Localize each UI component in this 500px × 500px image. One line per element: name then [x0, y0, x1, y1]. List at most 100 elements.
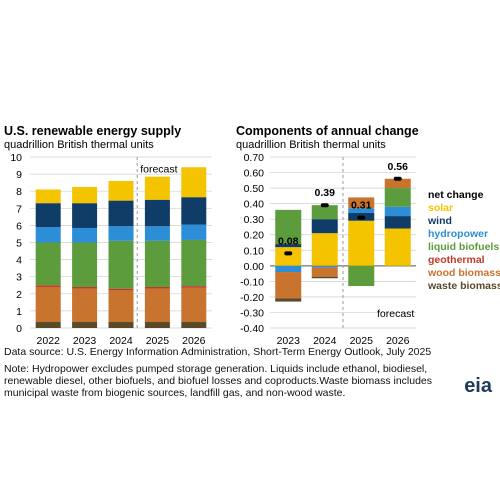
net-change-marker	[284, 251, 293, 256]
left-y-tick-label: 10	[10, 152, 22, 164]
legend-geothermal: geothermal	[428, 254, 485, 266]
left-bar-segment-hydropower	[108, 226, 134, 241]
right-x-tick-label: 2023	[277, 335, 301, 347]
left-bar-segment-wood_biomass	[144, 288, 170, 323]
data-source: Data source: U.S. Energy Information Adm…	[4, 346, 432, 358]
right-y-tick-label: 0.60	[244, 168, 265, 180]
left-forecast-label: forecast	[140, 163, 177, 175]
net-change-label: 0.39	[315, 187, 336, 199]
right-y-tick-label: 0.40	[244, 199, 265, 211]
left-bar-segment-waste_biomass	[72, 322, 98, 328]
right-bar-segment-waste_biomass	[275, 298, 302, 302]
net-change-label: 0.08	[278, 235, 299, 247]
net-change-label: 0.56	[388, 161, 409, 173]
legend-waste_biomass: waste biomass	[427, 280, 500, 292]
right-y-tick-label: 0.70	[244, 152, 265, 164]
net-change-label: 0.31	[351, 200, 372, 212]
left-bar-segment-geothermal	[72, 286, 98, 289]
left-bar-segment-geothermal	[181, 286, 207, 288]
left-bar-segment-wood_biomass	[35, 286, 61, 323]
right-bar-segment-wood_biomass	[348, 197, 375, 209]
left-bar-segment-wood_biomass	[181, 287, 207, 323]
left-y-tick-label: 8	[16, 186, 22, 198]
left-bar-segment-waste_biomass	[35, 322, 61, 328]
left-bar-segment-solar	[108, 180, 134, 201]
note-line-1: Note: Hydropower excludes pumped storage…	[4, 363, 428, 375]
left-bar-segment-wind	[144, 199, 170, 227]
left-bar-segment-solar	[144, 176, 170, 200]
left-bar-segment-hydropower	[181, 224, 207, 240]
right-y-tick-label: -0.20	[240, 292, 264, 304]
left-bar-segment-hydropower	[144, 226, 170, 241]
net-change-marker	[393, 176, 402, 181]
net-change-marker	[320, 203, 329, 208]
left-chart-title: U.S. renewable energy supply	[4, 124, 182, 138]
right-y-tick-label: 0.20	[244, 230, 265, 242]
right-bar-segment-liquid_biofuels	[348, 265, 375, 287]
eia-logo: eia	[464, 375, 492, 397]
left-bar-segment-hydropower	[72, 227, 98, 243]
right-x-tick-label: 2024	[313, 335, 337, 347]
left-y-tick-label: 5	[16, 238, 22, 250]
left-y-tick-label: 7	[16, 203, 22, 215]
left-bar-segment-solar	[35, 189, 61, 204]
legend-wood_biomass: wood biomass	[427, 267, 500, 279]
left-y-tick-label: 2	[16, 289, 22, 301]
left-bar-segment-wood_biomass	[72, 288, 98, 323]
left-x-tick-label: 2025	[146, 335, 170, 347]
left-bar-segment-geothermal	[144, 286, 170, 289]
left-bar-segment-waste_biomass	[144, 322, 170, 328]
right-bar-segment-wind	[384, 216, 411, 229]
left-y-tick-label: 1	[16, 306, 22, 318]
left-bar-segment-wind	[35, 203, 61, 228]
right-bar-segment-liquid_biofuels	[311, 205, 338, 220]
legend-net_change: net change	[428, 189, 484, 201]
right-bar-segment-hydropower	[311, 265, 338, 268]
right-bar-segment-waste_biomass	[311, 276, 338, 279]
left-bar-segment-wind	[108, 200, 134, 227]
right-x-tick-label: 2026	[386, 335, 410, 347]
note-line-2: renewable diesel, other biofuels, and bi…	[4, 375, 433, 387]
right-bar-segment-wind	[311, 219, 338, 234]
left-y-tick-label: 4	[16, 255, 22, 267]
left-bar-segment-liquid_biofuels	[72, 242, 98, 287]
right-bar-segment-hydropower	[275, 265, 302, 273]
right-y-tick-label: -0.30	[240, 307, 264, 319]
left-y-tick-label: 3	[16, 272, 22, 284]
left-x-tick-label: 2026	[182, 335, 206, 347]
right-chart-title: Components of annual change	[236, 124, 419, 138]
left-y-tick-label: 0	[16, 323, 22, 335]
left-bar-segment-liquid_biofuels	[181, 239, 207, 287]
left-y-tick-label: 9	[16, 169, 22, 181]
right-y-tick-label: 0.30	[244, 214, 265, 226]
left-bar-segment-liquid_biofuels	[144, 240, 170, 287]
right-bar-segment-wood_biomass	[311, 267, 338, 277]
right-bar-segment-hydropower	[384, 206, 411, 217]
note-line-3: municipal waste from biogenic sources, l…	[4, 387, 346, 399]
left-x-tick-label: 2023	[73, 335, 97, 347]
left-bar-segment-wood_biomass	[108, 290, 134, 323]
right-forecast-label: forecast	[377, 308, 414, 320]
net-change-marker	[357, 215, 366, 220]
right-bar-segment-liquid_biofuels	[384, 188, 411, 207]
left-bar-segment-geothermal	[35, 285, 61, 287]
left-bar-segment-liquid_biofuels	[108, 240, 134, 289]
right-bar-segment-solar	[275, 247, 302, 266]
right-bar-segment-liquid_biofuels	[275, 209, 302, 245]
left-bar-segment-waste_biomass	[181, 322, 207, 328]
right-bar-segment-solar	[348, 220, 375, 266]
left-chart-subtitle: quadrillion British thermal units	[4, 139, 154, 151]
right-bar-segment-wind	[275, 244, 302, 248]
right-bar-segment-wood_biomass	[384, 178, 411, 189]
legend-wind: wind	[427, 215, 452, 227]
right-y-tick-label: 0.00	[244, 261, 265, 273]
left-bar-segment-geothermal	[108, 288, 134, 291]
left-bar-segment-waste_biomass	[108, 322, 134, 328]
left-y-tick-label: 6	[16, 220, 22, 232]
left-x-tick-label: 2022	[37, 335, 61, 347]
legend-hydropower: hydropower	[428, 228, 488, 240]
right-bar-segment-solar	[384, 228, 411, 266]
left-bar-segment-hydropower	[35, 227, 61, 243]
right-bar-segment-solar	[311, 233, 338, 266]
